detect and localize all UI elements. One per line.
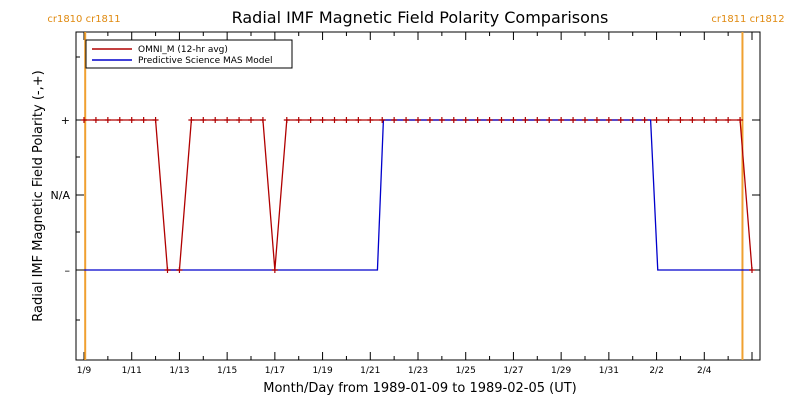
omni-point: [749, 267, 755, 273]
omni-point: [128, 117, 135, 123]
x-tick-label: 1/19: [312, 366, 332, 376]
omni-point: [415, 117, 421, 123]
x-tick-label: 1/25: [456, 366, 476, 376]
omni-point: [522, 117, 529, 123]
omni-point: [188, 117, 195, 123]
omni-markers: [81, 117, 755, 273]
x-tick-label: 1/29: [551, 366, 571, 376]
x-tick-label: 1/15: [217, 366, 237, 376]
omni-point: [582, 117, 588, 123]
omni-point: [486, 117, 493, 123]
omni-point: [426, 117, 433, 123]
carrington-lines: [84, 32, 744, 360]
omni-point: [379, 117, 386, 123]
mas-line: [84, 119, 752, 271]
omni-point: [546, 117, 553, 123]
omni-point: [641, 117, 648, 123]
omni-point: [570, 117, 577, 123]
chart-title: Radial IMF Magnetic Field Polarity Compa…: [232, 8, 609, 27]
omni-point: [403, 117, 410, 123]
carrington-label-left: cr1810 cr1811: [47, 14, 120, 25]
x-tick-label: 1/27: [503, 366, 523, 376]
omni-point: [534, 117, 541, 123]
omni-point: [164, 267, 171, 273]
omni-point: [92, 117, 99, 123]
omni-point: [104, 117, 111, 123]
omni-point: [152, 117, 159, 123]
x-tick-label: 1/17: [265, 366, 285, 376]
omni-point: [81, 117, 87, 123]
carrington-label-right: cr1811 cr1812: [711, 14, 784, 25]
omni-point: [510, 117, 517, 123]
omni-point: [271, 267, 278, 273]
omni-point: [295, 117, 302, 123]
omni-point: [689, 117, 696, 123]
legend-omni-label: OMNI_M (12-hr avg): [138, 45, 228, 55]
omni-point: [236, 117, 243, 123]
omni-point: [450, 117, 457, 123]
omni-point: [176, 267, 183, 273]
omni-point: [283, 117, 290, 123]
omni-point: [713, 117, 720, 123]
axis-ticks: [76, 32, 760, 360]
omni-point: [558, 117, 565, 123]
omni-point: [224, 117, 231, 123]
x-tick-label: 1/21: [360, 366, 380, 376]
x-tick-label: 1/9: [77, 366, 92, 376]
omni-point: [212, 117, 219, 123]
omni-point: [629, 117, 636, 123]
x-tick-label: 2/2: [649, 366, 663, 376]
omni-point: [367, 117, 374, 123]
x-axis-title: Month/Day from 1989-01-09 to 1989-02-05 …: [263, 381, 576, 396]
omni-point: [677, 117, 684, 123]
omni-point: [116, 117, 123, 123]
omni-point: [653, 117, 660, 123]
omni-point: [617, 117, 624, 123]
omni-point: [737, 117, 744, 123]
omni-point: [474, 117, 481, 123]
omni-point: [248, 117, 254, 123]
omni-point: [355, 117, 362, 123]
omni-point: [140, 117, 147, 123]
omni-point: [498, 117, 505, 123]
y-tick-labels: + N/A –: [51, 114, 71, 277]
x-tick-label: 1/13: [169, 366, 189, 376]
omni-point: [391, 117, 398, 123]
x-tick-label: 1/23: [408, 366, 428, 376]
omni-point: [665, 117, 672, 123]
y-tick-label: N/A: [51, 189, 71, 202]
x-tick-label: 2/4: [697, 366, 712, 376]
legend-mas-label: Predictive Science MAS Model: [138, 56, 273, 66]
omni-point: [307, 117, 314, 123]
omni-point: [319, 117, 326, 123]
y-tick-label: –: [65, 264, 71, 277]
omni-point: [725, 117, 732, 123]
x-tick-label: 1/11: [122, 366, 142, 376]
x-tick-label: 1/31: [599, 366, 619, 376]
legend: OMNI_M (12-hr avg) Predictive Science MA…: [85, 39, 293, 69]
omni-point: [259, 117, 266, 123]
series-lines: [84, 119, 753, 271]
omni-point: [331, 117, 338, 123]
legend-box: [85, 39, 293, 69]
omni-point: [343, 117, 350, 123]
y-axis-title: Radial IMF Magnetic Field Polarity (-,+): [31, 70, 46, 321]
omni-point: [593, 117, 600, 123]
omni-point: [462, 117, 469, 123]
plot-frame: [75, 31, 761, 361]
omni-point: [701, 117, 708, 123]
y-tick-label: +: [61, 114, 70, 127]
x-tick-labels: 1/9 1/11 1/13 1/15 1/17 1/19 1/21 1/23 1/25 1/27 1…: [77, 366, 712, 376]
omni-point: [200, 117, 207, 123]
omni-point: [605, 117, 612, 123]
omni-point: [438, 117, 445, 123]
